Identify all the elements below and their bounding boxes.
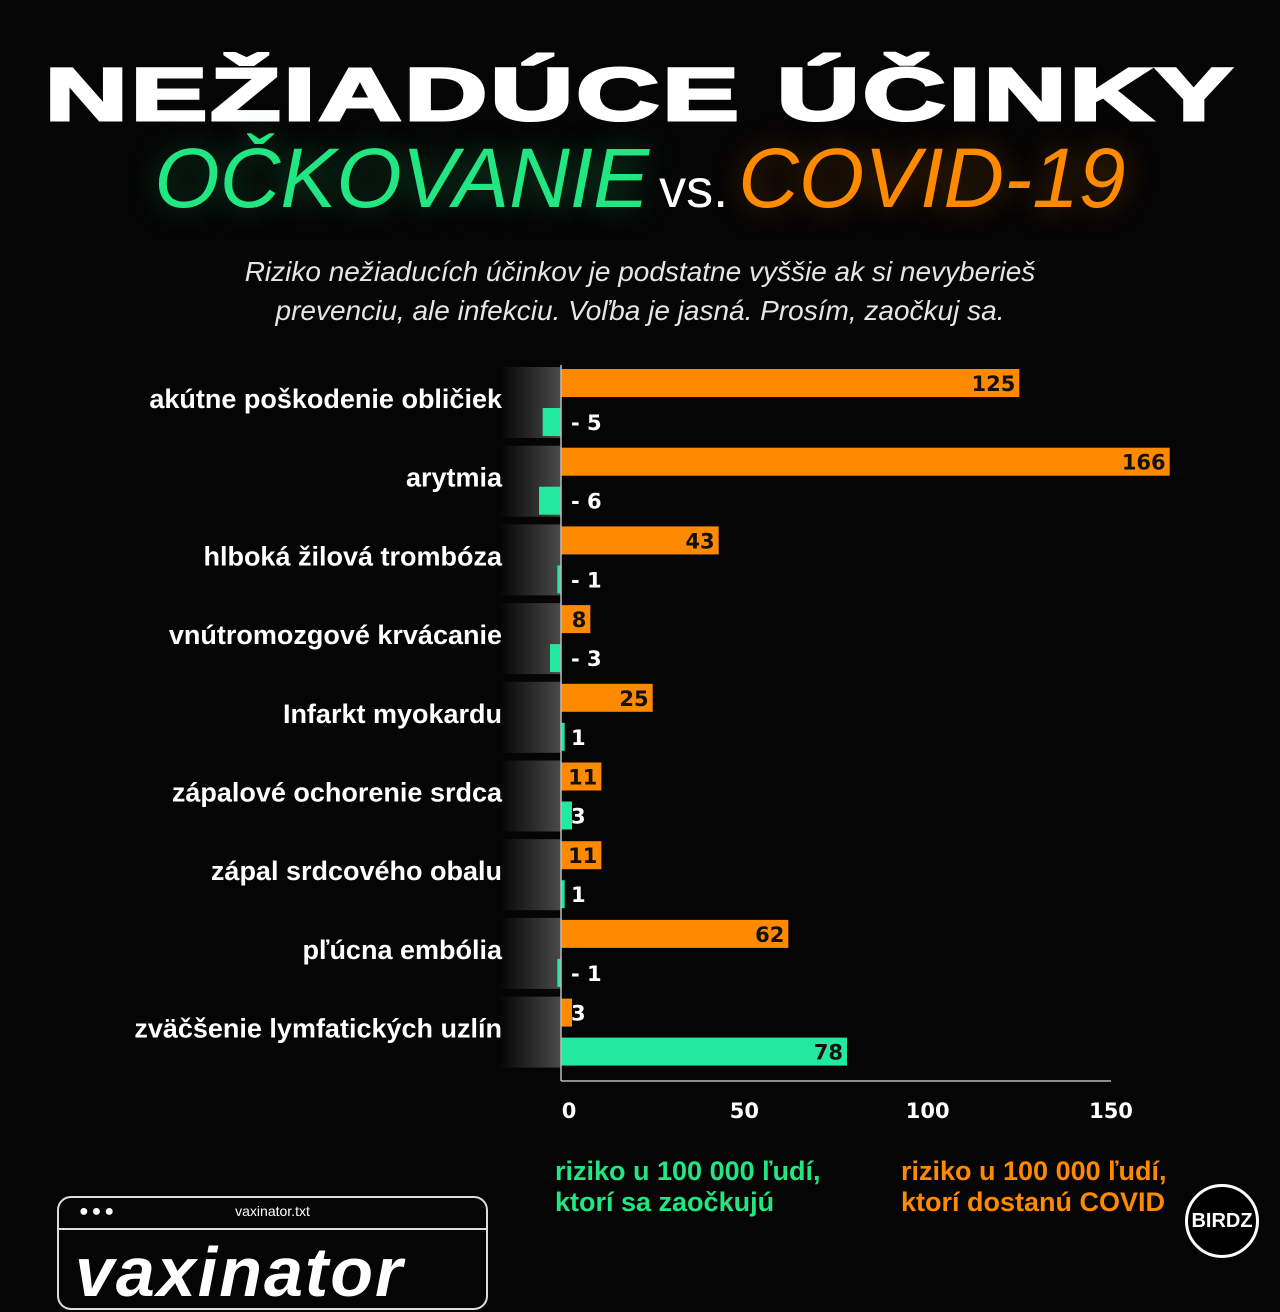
legend-covid-line: ktorí dostanú COVID: [901, 1187, 1166, 1217]
window-dots-icon: ●●●: [79, 1203, 117, 1220]
vaccine-bar: [561, 1037, 847, 1066]
covid-bar: [561, 526, 719, 555]
legend-vaccine-line: ktorí sa zaočkujú: [555, 1187, 775, 1217]
vaccine-bar: [561, 880, 565, 909]
value-label: - 6: [571, 490, 602, 514]
birdz-badge: BIRDZ: [1185, 1184, 1259, 1258]
value-label: 43: [685, 529, 714, 553]
value-label: 11: [568, 844, 597, 868]
x-tick-label: 50: [730, 1099, 759, 1123]
category-label: zápalové ochorenie srdca: [172, 778, 503, 808]
row-band: [500, 760, 561, 832]
category-label: pľúcna embólia: [303, 935, 503, 965]
x-tick-label: 0: [562, 1099, 577, 1123]
row-band: [500, 524, 561, 596]
value-label: 3: [571, 805, 586, 829]
subtitle-covid: COVID-19: [738, 131, 1126, 225]
category-label: zväčšenie lymfatických uzlín: [134, 1014, 502, 1044]
description-line: prevenciu, ale infekciu. Voľba je jasná.…: [275, 295, 1005, 326]
category-label: Infarkt myokardu: [283, 699, 502, 729]
legend-covid: riziko u 100 000 ľudí, ktorí dostanú COV…: [901, 1156, 1167, 1218]
covid-bar: [561, 762, 602, 791]
covid-bar: [561, 841, 602, 870]
legend-vaccine: riziko u 100 000 ľudí, ktorí sa zaočkujú: [555, 1156, 821, 1218]
category-label: zápal srdcového obalu: [211, 856, 502, 886]
logo-titlebar: ●●● vaxinator.txt: [59, 1198, 486, 1230]
vaccine-bar: [550, 644, 561, 673]
row-band: [500, 917, 561, 989]
row-band: [500, 839, 561, 911]
legend-vaccine-line: riziko u 100 000 ľudí,: [555, 1156, 821, 1186]
vaxinator-logo: ●●● vaxinator.txt vaxinator: [57, 1196, 488, 1311]
category-label: hlboká žilová trombóza: [203, 541, 503, 571]
vaccine-bar: [561, 722, 565, 751]
subtitle-vaccination: OČKOVANIE: [154, 131, 650, 225]
value-label: 78: [814, 1041, 843, 1065]
row-band: [500, 681, 561, 753]
value-label: - 1: [571, 962, 602, 986]
covid-bar: [561, 369, 1020, 397]
vaccine-bar: [542, 408, 561, 436]
covid-bar: [561, 447, 1170, 476]
category-label: vnútromozgové krvácanie: [169, 620, 502, 650]
covid-bar: [561, 605, 591, 634]
page-title: NEŽIADÚCE ÚČINKY: [43, 52, 1236, 138]
value-label: - 1: [571, 568, 602, 592]
description: Riziko nežiaducích účinkov je podstatne …: [0, 252, 1280, 330]
value-label: 8: [572, 608, 587, 632]
category-label: akútne poškodenie obličiek: [149, 384, 503, 414]
value-label: 25: [619, 687, 648, 711]
vaccine-bar: [557, 958, 561, 987]
subtitle: OČKOVANIE vs. COVID-19: [0, 130, 1280, 227]
row-band: [500, 996, 561, 1068]
vaccine-bar: [561, 801, 572, 830]
value-label: - 3: [571, 647, 602, 671]
covid-bar: [561, 919, 789, 948]
covid-bar: [561, 998, 572, 1027]
logo-name: vaxinator: [75, 1233, 405, 1311]
description-line: Riziko nežiaducích účinkov je podstatne …: [244, 256, 1036, 287]
subtitle-vs: vs.: [659, 159, 729, 219]
value-label: 3: [571, 1002, 586, 1026]
legend-covid-line: riziko u 100 000 ľudí,: [901, 1156, 1167, 1186]
value-label: 11: [568, 766, 597, 790]
value-label: 125: [971, 372, 1015, 396]
logo-filename: vaxinator.txt: [235, 1203, 310, 1219]
x-tick-label: 150: [1089, 1099, 1133, 1123]
value-label: 1: [571, 883, 586, 907]
value-label: 166: [1122, 451, 1166, 475]
value-label: 1: [571, 726, 586, 750]
category-label: arytmia: [406, 463, 503, 493]
value-label: - 5: [571, 411, 602, 435]
covid-bar: [561, 683, 653, 712]
vaccine-bar: [539, 486, 561, 515]
value-label: 62: [755, 923, 784, 947]
x-tick-label: 100: [906, 1099, 950, 1123]
vaccine-bar: [557, 565, 561, 594]
